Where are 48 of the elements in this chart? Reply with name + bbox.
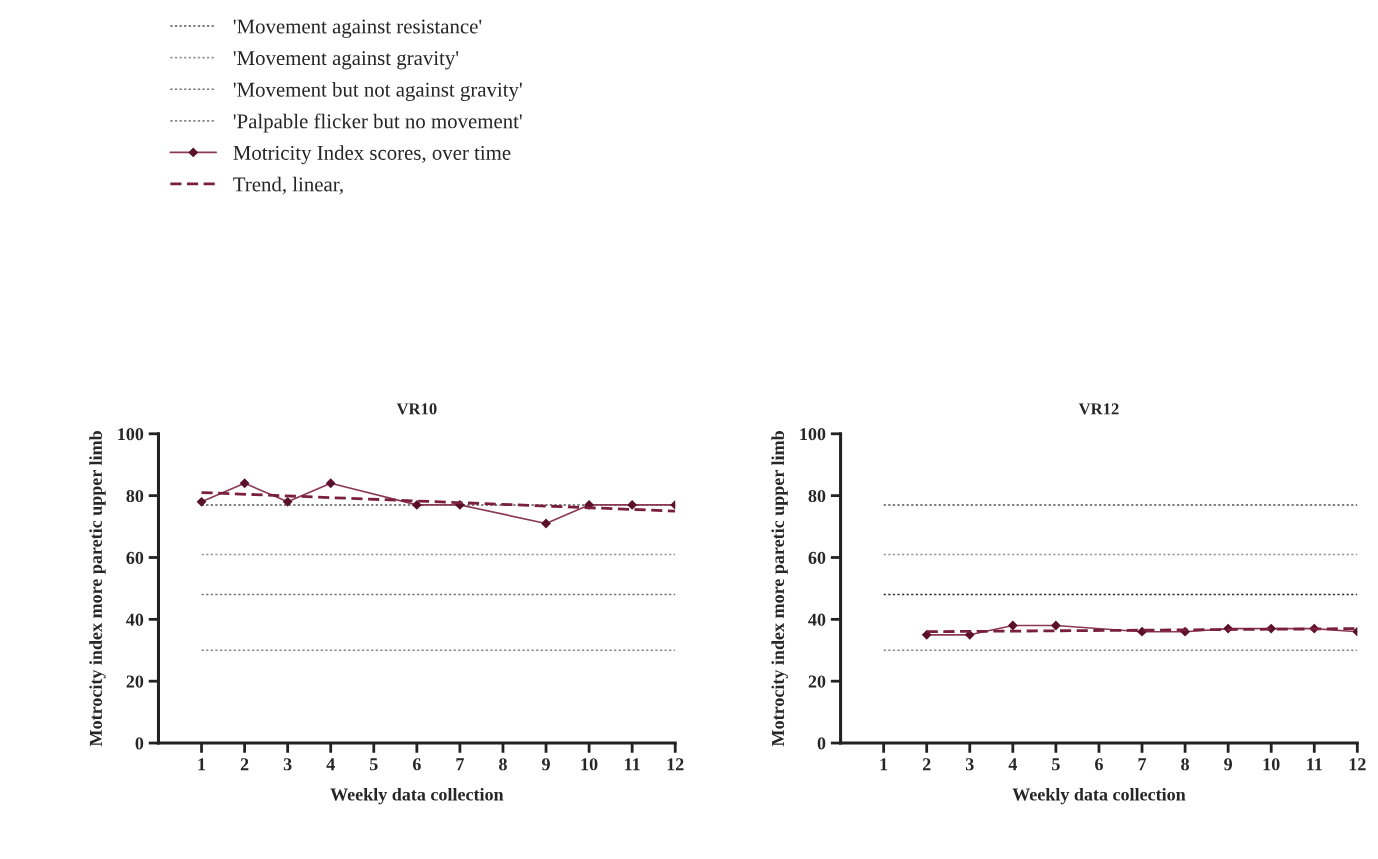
x-tick-label: 4 [1008,758,1018,771]
y-tick-label: 100 [118,428,144,441]
y-tick-label: 20 [126,675,144,688]
y-axis-title: Motrocity index more paretic upper limb [771,431,788,747]
x-tick-label: 7 [1138,758,1147,771]
legend-label: Motricity Index scores, over time [233,145,511,165]
x-tick-label: 11 [1307,758,1322,771]
y-tick-label: 100 [800,428,826,441]
x-tick-label: 12 [667,758,684,771]
y-tick-label: 40 [126,613,144,626]
x-tick-label: 12 [1349,758,1366,771]
x-tick-label: 6 [1095,758,1103,771]
x-tick-label: 9 [1224,758,1232,771]
y-tick-label: 60 [808,551,826,564]
x-tick-label: 2 [922,758,931,771]
y-tick-label: 40 [808,613,826,626]
y-tick-label: 60 [126,551,144,564]
x-tick-label: 1 [880,758,888,771]
x-axis-title: Weekly data collection [330,787,504,805]
y-tick-label: 0 [135,737,144,750]
y-tick-label: 0 [817,737,826,750]
x-tick-label: 9 [542,758,550,771]
x-tick-label: 10 [1263,758,1280,771]
x-tick-label: 8 [499,758,507,771]
legend-label: 'Movement but not against gravity' [233,82,522,101]
y-tick-label: 80 [808,489,826,503]
x-tick-label: 5 [1052,758,1060,771]
x-tick-label: 3 [965,758,974,771]
x-tick-label: 6 [412,758,421,771]
legend-label: Trend, linear, [233,176,343,195]
x-axis-title: Weekly data collection [1012,787,1186,805]
x-tick-label: 1 [198,758,206,771]
legend-label: 'Movement against resistance' [233,19,482,38]
legend-label: 'Movement against gravity' [233,51,459,70]
x-tick-label: 8 [1181,758,1189,771]
x-tick-label: 4 [326,758,335,771]
chart-title: VR12 [1078,403,1119,415]
x-tick-label: 11 [625,758,640,771]
x-tick-label: 5 [369,758,378,771]
y-axis-title: Motrocity index more paretic upper limb [89,431,106,747]
y-tick-label: 80 [126,489,144,503]
chart-title: VR10 [396,403,437,415]
x-tick-label: 7 [456,758,464,771]
x-tick-label: 10 [581,758,598,771]
legend-label: 'Palpable flicker but no movement' [233,113,522,133]
x-tick-label: 3 [283,758,292,771]
x-tick-label: 2 [240,758,249,771]
y-tick-label: 20 [808,675,826,688]
